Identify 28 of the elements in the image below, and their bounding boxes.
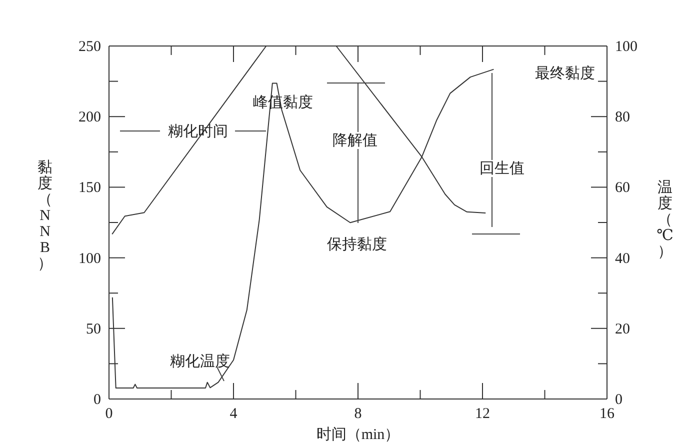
annotation: 最终黏度	[535, 66, 595, 82]
annotation: 回生值	[472, 72, 526, 234]
x-tick-label: 8	[354, 406, 362, 422]
x-tick-label: 4	[230, 406, 238, 422]
y2-tick-label: 100	[615, 39, 638, 55]
annotation: 保持黏度	[327, 237, 387, 253]
y2-tick-label: 60	[615, 180, 630, 196]
x-tick-label: 12	[475, 406, 490, 422]
y-tick-label: 150	[78, 180, 101, 196]
x-tick-label: 16	[600, 406, 615, 422]
annotation: 糊化温度	[170, 354, 230, 382]
y2-tick-label: 0	[615, 392, 622, 408]
annotation: 降解值	[326, 82, 386, 224]
annotation: 降解值	[332, 132, 378, 149]
annotation: 糊化温度	[170, 353, 230, 370]
x-tick-label: 0	[105, 406, 113, 422]
y-axis-title: 黏度（NNB）	[38, 160, 52, 272]
y2-axis-title: 温度（℃）	[656, 180, 674, 260]
y-tick-label: 50	[86, 321, 101, 338]
y-tick-label: 0	[94, 392, 101, 408]
y-tick-label: 200	[78, 110, 101, 126]
y2-tick-label: 40	[615, 250, 630, 267]
x-axis-title: 时间（min）	[316, 426, 400, 443]
y-tick-label: 100	[78, 250, 101, 267]
annotation: 回生值	[480, 160, 524, 177]
y2-tick-label: 80	[615, 110, 630, 126]
y2-tick-label: 20	[615, 321, 630, 338]
y-tick-label: 250	[78, 39, 101, 55]
